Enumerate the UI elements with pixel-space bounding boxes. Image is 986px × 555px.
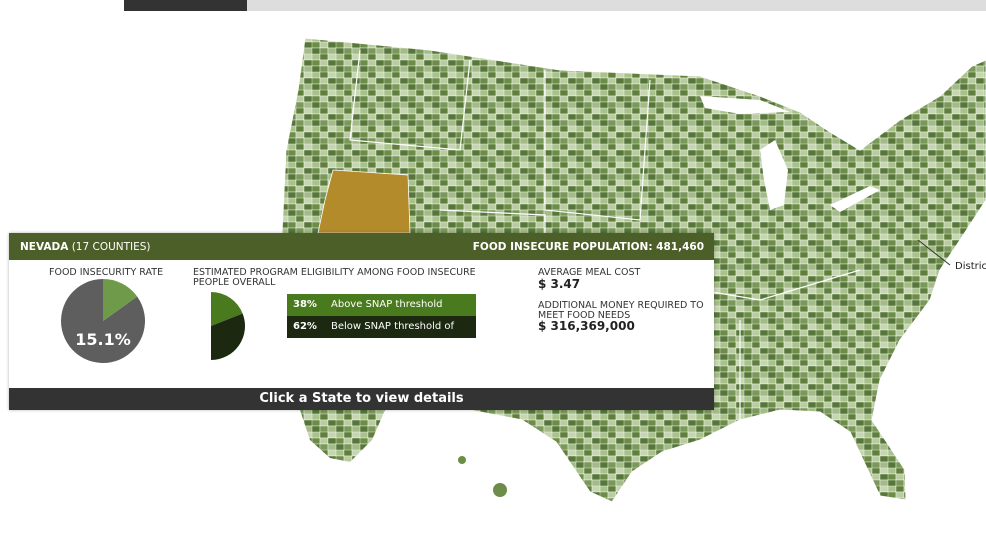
legend-name: Below SNAP threshold of 200% (331, 321, 455, 354)
legend-row: 62% Below SNAP threshold of 200% (287, 316, 476, 354)
pie-slice (103, 279, 138, 321)
callout-line (917, 239, 951, 266)
legend-percent: 62% (293, 321, 317, 332)
state-borders (544, 70, 651, 221)
hawaii[interactable] (458, 456, 466, 464)
county-count: (17 COUNTIES) (71, 241, 151, 253)
legend-percent: 38% (293, 299, 317, 310)
panel-header: NEVADA (17 COUNTIES) FOOD INSECURE POPUL… (9, 233, 714, 260)
hawaii[interactable] (493, 483, 507, 497)
callout-label: District (955, 261, 986, 272)
tab-bar[interactable] (247, 0, 986, 11)
lake-michigan (760, 140, 788, 210)
population: FOOD INSECURE POPULATION: 481,460 (472, 241, 704, 253)
state-name: NEVADA (20, 241, 69, 253)
additional-title: ADDITIONAL MONEY REQUIRED TO MEET FOOD N… (538, 300, 704, 321)
tab-active[interactable] (124, 0, 247, 11)
pie-rest (61, 279, 146, 363)
meal-cost-title: AVERAGE MEAL COST (538, 267, 641, 278)
lake-erie (830, 186, 880, 212)
eligibility-pie (211, 292, 245, 360)
state-borders (349, 49, 471, 151)
pie-label: 15.1% (75, 330, 131, 349)
alaska[interactable] (300, 410, 385, 462)
pie-slice (211, 292, 243, 326)
rate-title: FOOD INSECURITY RATE (49, 267, 164, 278)
pie-slice (211, 313, 245, 360)
meal-cost: $ 3.47 (538, 277, 581, 291)
eligibility-title: ESTIMATED PROGRAM ELIGIBILITY AMONG FOOD… (193, 267, 476, 288)
nevada-highlight[interactable] (317, 169, 411, 234)
footer: Click a State to view details (9, 388, 714, 410)
legend-row: 38% Above SNAP threshold (287, 294, 476, 316)
rate-pie: 15.1% (61, 279, 146, 363)
state-panel: NEVADA (17 COUNTIES) FOOD INSECURE POPUL… (9, 233, 714, 410)
additional-value: $ 316,369,000 (538, 319, 635, 333)
lake-superior (700, 96, 790, 114)
legend-name: Above SNAP threshold (331, 299, 443, 310)
